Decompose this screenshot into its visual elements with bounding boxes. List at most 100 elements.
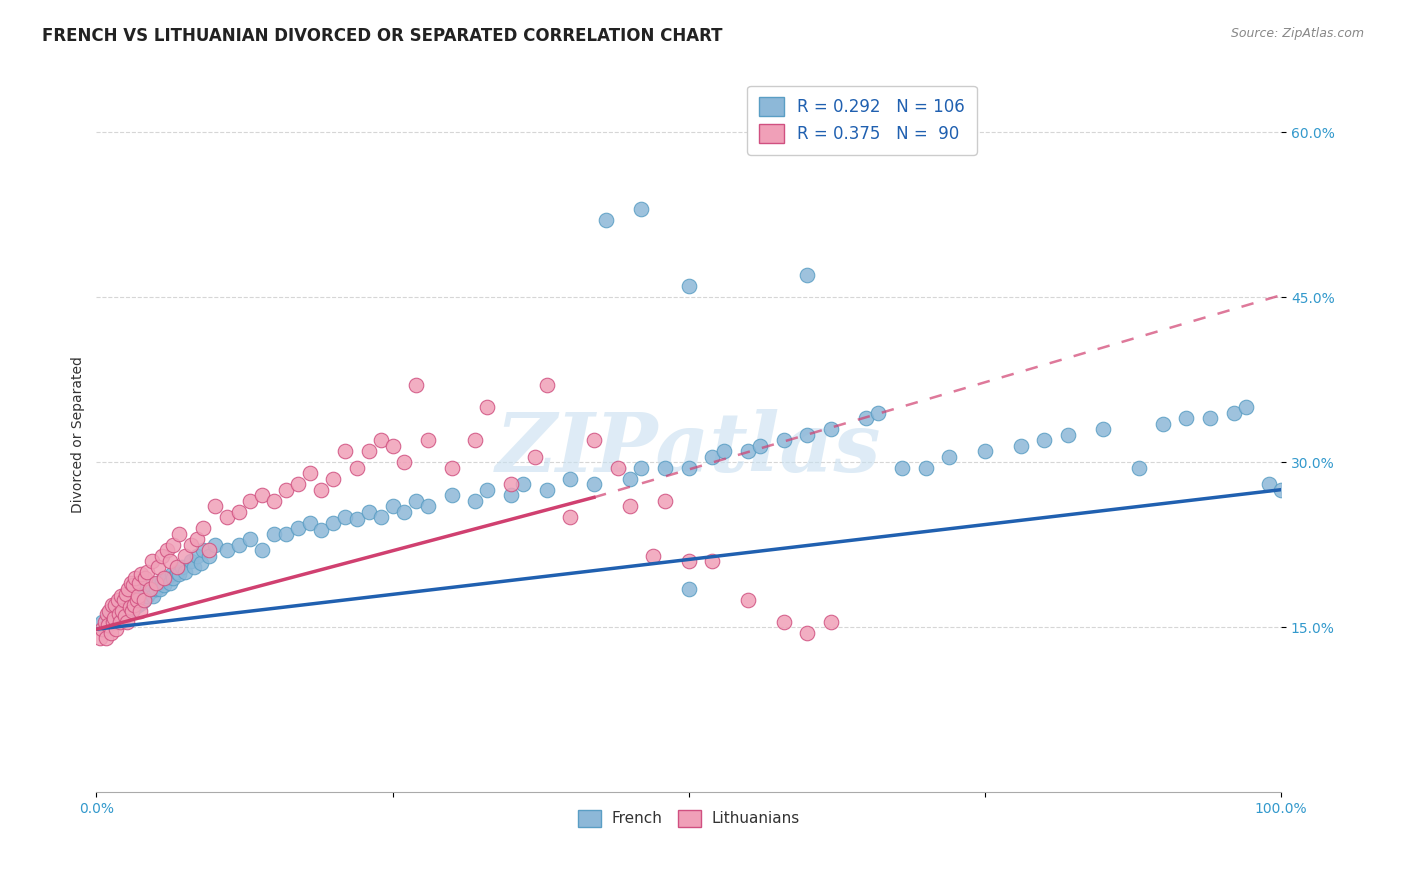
Point [120,576,142,591]
Point [405,378,427,392]
Point [678,554,700,568]
Point [149,582,172,596]
Point [127,589,149,603]
Point [298,516,321,530]
Point [252,488,274,502]
Point [129,587,152,601]
Point [311,483,333,497]
Point [139,578,162,592]
Point [394,455,416,469]
Point [128,576,150,591]
Point [1128,460,1150,475]
Point [630,460,652,475]
Point [101,615,124,629]
Point [678,582,700,596]
Point [440,460,463,475]
Point [94,631,117,645]
Point [97,609,120,624]
Point [1175,411,1198,425]
Point [115,587,138,601]
Point [357,505,380,519]
Point [115,600,138,615]
Point [737,592,759,607]
Point [370,433,392,447]
Point [114,609,136,624]
Point [405,493,427,508]
Point [191,543,214,558]
Point [150,574,173,588]
Point [110,589,132,603]
Point [91,622,114,636]
Point [121,604,143,618]
Point [560,472,582,486]
Point [464,493,486,508]
Point [141,554,163,568]
Point [153,571,176,585]
Point [311,524,333,538]
Point [136,589,159,603]
Point [464,433,486,447]
Point [772,433,794,447]
Point [595,213,617,227]
Point [737,444,759,458]
Point [274,526,297,541]
Point [215,510,238,524]
Point [477,401,499,415]
Point [239,493,262,508]
Point [112,592,135,607]
Point [1092,422,1115,436]
Point [582,433,605,447]
Text: ZIPatlas: ZIPatlas [496,409,882,489]
Point [103,611,125,625]
Point [702,554,724,568]
Point [287,477,309,491]
Point [96,618,118,632]
Point [180,554,202,568]
Point [100,625,122,640]
Point [118,600,141,615]
Point [138,582,160,596]
Point [156,543,179,558]
Point [136,565,159,579]
Point [162,538,184,552]
Point [174,565,197,579]
Point [105,622,128,636]
Point [499,477,522,491]
Point [124,571,146,585]
Point [100,598,122,612]
Point [111,604,134,618]
Point [914,460,936,475]
Point [477,483,499,497]
Point [440,488,463,502]
Point [146,559,169,574]
Point [166,559,188,574]
Point [855,411,877,425]
Point [169,526,191,541]
Point [134,571,156,585]
Point [131,596,153,610]
Point [115,607,138,621]
Point [121,604,143,618]
Point [100,611,122,625]
Point [91,615,114,629]
Point [174,549,197,563]
Point [796,625,818,640]
Point [150,549,173,563]
Point [394,505,416,519]
Point [1033,433,1056,447]
Point [536,378,558,392]
Point [93,622,115,636]
Point [772,615,794,629]
Point [100,607,122,621]
Point [512,477,534,491]
Point [619,472,641,486]
Point [132,592,155,607]
Point [124,600,146,615]
Point [104,604,127,618]
Point [938,450,960,464]
Point [186,549,208,563]
Point [654,493,676,508]
Point [160,567,183,582]
Point [643,549,665,563]
Point [122,598,145,612]
